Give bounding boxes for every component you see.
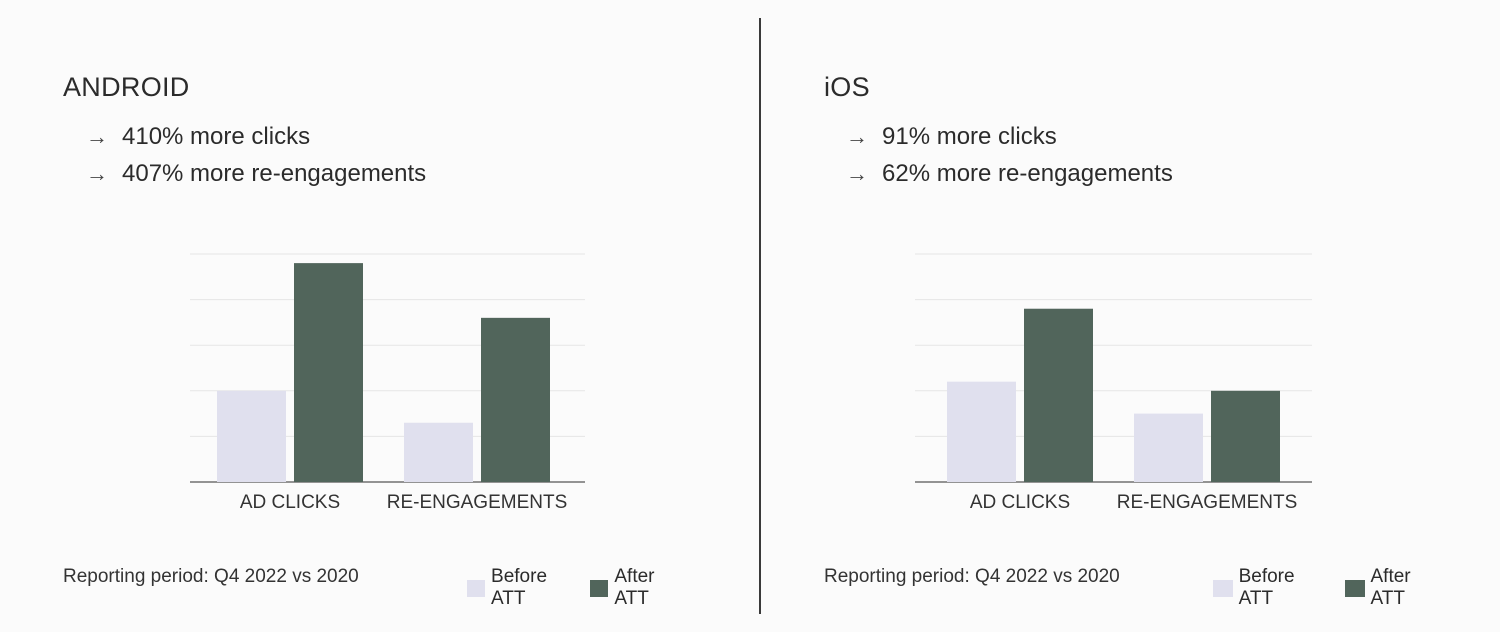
legend-item-after: After ATT: [590, 566, 682, 610]
x-tick-label: AD CLICKS: [970, 492, 1070, 513]
legend-label-after: After ATT: [614, 566, 655, 609]
reporting-period: Reporting period: Q4 2022 vs 2020: [824, 566, 1120, 587]
bar-before-ad-clicks: [217, 390, 286, 482]
x-tick-label: AD CLICKS: [240, 492, 340, 513]
panel-title: iOS: [824, 72, 870, 102]
legend-label-after: After ATT: [1370, 566, 1411, 609]
bar-after-ad-clicks: [1024, 308, 1093, 482]
android-panel: ANDROID → 410% more clicks → 407% more r…: [0, 0, 700, 632]
stat-text: 91% more clicks: [882, 122, 1057, 150]
legend-swatch-before: [467, 579, 486, 597]
panel-divider: [759, 18, 761, 614]
legend-item-before: Before ATT: [1213, 566, 1327, 610]
stat-list: → 91% more clicks → 62% more re-engageme…: [846, 118, 1173, 192]
bar-after-re-engagements: [481, 317, 550, 482]
legend: Before ATT After ATT: [1213, 566, 1462, 610]
legend-swatch-after: [1344, 579, 1365, 597]
legend-swatch-before: [1213, 579, 1233, 597]
stat-item: → 407% more re-engagements: [86, 155, 426, 192]
legend-label-before: Before ATT: [1238, 566, 1295, 609]
arrow-right-icon: →: [846, 160, 868, 186]
stat-text: 62% more re-engagements: [882, 159, 1173, 187]
x-tick-label: RE-ENGAGEMENTS: [1117, 492, 1298, 513]
panel-title: ANDROID: [63, 72, 190, 102]
x-tick-label: RE-ENGAGEMENTS: [387, 492, 568, 513]
bar-before-re-engagements: [404, 422, 473, 482]
stat-text: 407% more re-engagements: [122, 159, 427, 187]
bar-before-re-engagements: [1134, 413, 1203, 482]
android-bar-chart: AD CLICKS RE-ENGAGEMENTS: [190, 253, 585, 513]
legend: Before ATT After ATT: [467, 566, 700, 610]
ios-bar-chart: AD CLICKS RE-ENGAGEMENTS: [915, 253, 1312, 513]
arrow-right-icon: →: [86, 160, 108, 186]
arrow-right-icon: →: [86, 123, 108, 149]
ios-panel: iOS → 91% more clicks → 62% more re-enga…: [762, 0, 1462, 632]
stat-text: 410% more clicks: [122, 122, 311, 150]
legend-item-after: After ATT: [1344, 566, 1444, 610]
bar-after-ad-clicks: [294, 263, 363, 482]
stat-list: → 410% more clicks → 407% more re-engage…: [86, 118, 426, 192]
arrow-right-icon: →: [846, 123, 868, 149]
bar-after-re-engagements: [1211, 390, 1280, 482]
reporting-period: Reporting period: Q4 2022 vs 2020: [63, 566, 359, 587]
legend-swatch-after: [590, 579, 609, 597]
stat-item: → 62% more re-engagements: [846, 155, 1173, 192]
legend-item-before: Before ATT: [467, 566, 572, 610]
stat-item: → 410% more clicks: [86, 118, 426, 155]
bar-before-ad-clicks: [947, 381, 1016, 482]
stat-item: → 91% more clicks: [846, 118, 1173, 155]
legend-label-before: Before ATT: [491, 566, 548, 609]
